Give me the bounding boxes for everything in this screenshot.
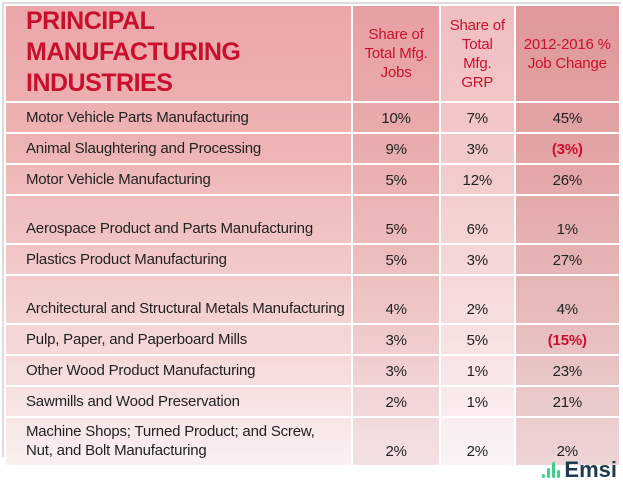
industry-name: Other Wood Product Manufacturing: [3, 354, 354, 387]
job-change: (3%): [513, 132, 622, 165]
table-row: Aerospace Product and Parts Manufacturin…: [3, 194, 622, 245]
table-row: Motor Vehicle Parts Manufacturing 10% 7% 45…: [3, 101, 622, 134]
table-row: Sawmills and Wood Preservation 2% 1% 21%: [3, 385, 622, 418]
job-change: 1%: [513, 194, 622, 245]
table-row: Architectural and Structural Metals Manu…: [3, 274, 622, 325]
grp-share: 3%: [438, 132, 516, 165]
job-change: 26%: [513, 163, 622, 196]
industry-name: Aerospace Product and Parts Manufacturin…: [3, 194, 354, 245]
grp-share: 5%: [438, 323, 516, 356]
jobs-share: 3%: [351, 323, 441, 356]
job-change: 23%: [513, 354, 622, 387]
industry-name: Motor Vehicle Manufacturing: [3, 163, 354, 196]
table-title: PRINCIPAL MANUFACTURING INDUSTRIES: [3, 4, 354, 103]
industry-name: Motor Vehicle Parts Manufacturing: [3, 101, 354, 134]
jobs-share: 5%: [351, 243, 441, 276]
jobs-share: 4%: [351, 274, 441, 325]
grp-share: 12%: [438, 163, 516, 196]
table-row: Other Wood Product Manufacturing 3% 1% 23%: [3, 354, 622, 387]
industry-name: Sawmills and Wood Preservation: [3, 385, 354, 418]
logo-text: Emsi: [564, 457, 617, 482]
industry-name: Pulp, Paper, and Paperboard Mills: [3, 323, 354, 356]
job-change: 21%: [513, 385, 622, 418]
table-row: Pulp, Paper, and Paperboard Mills 3% 5% (15…: [3, 323, 622, 356]
table-row: Plastics Product Manufacturing 5% 3% 27%: [3, 243, 622, 276]
grp-share: 1%: [438, 385, 516, 418]
bars-icon: [542, 458, 561, 481]
grp-share: 6%: [438, 194, 516, 245]
jobs-share: 2%: [351, 385, 441, 418]
job-change: (15%): [513, 323, 622, 356]
header-row: PRINCIPAL MANUFACTURING INDUSTRIES Share…: [3, 4, 622, 103]
jobs-share: 5%: [351, 163, 441, 196]
job-change: 2%: [513, 416, 622, 467]
table-row: Motor Vehicle Manufacturing 5% 12% 26%: [3, 163, 622, 196]
jobs-share: 3%: [351, 354, 441, 387]
table-row: Animal Slaughtering and Processing 9% 3% (3…: [3, 132, 622, 165]
job-change: 27%: [513, 243, 622, 276]
grp-share: 7%: [438, 101, 516, 134]
industry-name: Animal Slaughtering and Processing: [3, 132, 354, 165]
header-jobs: Share of Total Mfg. Jobs: [351, 4, 441, 103]
emsi-logo: Emsi: [542, 458, 617, 481]
header-change: 2012-2016 % Job Change: [513, 4, 622, 103]
grp-share: 1%: [438, 354, 516, 387]
industry-name: Plastics Product Manufacturing: [3, 243, 354, 276]
job-change: 4%: [513, 274, 622, 325]
header-grp: Share of Total Mfg. GRP: [438, 4, 516, 103]
jobs-share: 10%: [351, 101, 441, 134]
jobs-share: 9%: [351, 132, 441, 165]
table-row: Machine Shops; Turned Product; and Screw…: [3, 416, 622, 467]
industry-name: Architectural and Structural Metals Manu…: [3, 274, 354, 325]
grp-share: 3%: [438, 243, 516, 276]
job-change: 45%: [513, 101, 622, 134]
grp-share: 2%: [438, 274, 516, 325]
grp-share: 2%: [438, 416, 516, 467]
industries-table: PRINCIPAL MANUFACTURING INDUSTRIES Share…: [3, 4, 622, 467]
industry-name: Machine Shops; Turned Product; and Screw…: [3, 416, 354, 467]
jobs-share: 2%: [351, 416, 441, 467]
jobs-share: 5%: [351, 194, 441, 245]
